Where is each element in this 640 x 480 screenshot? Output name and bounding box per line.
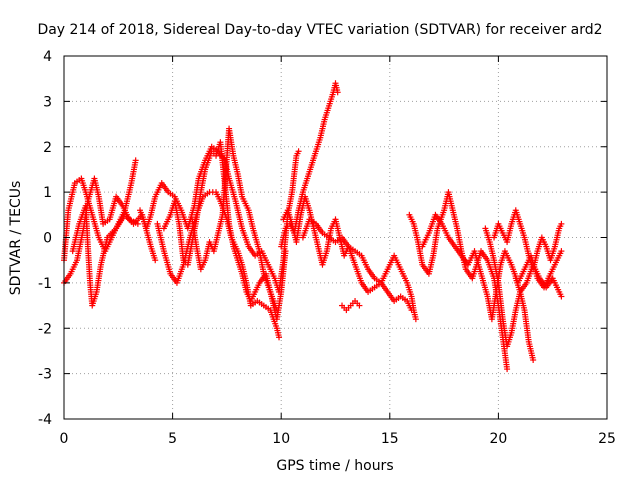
x-axis-label: GPS time / hours xyxy=(276,458,393,474)
y-axis-label: SDTVAR / TECUs xyxy=(8,181,24,296)
y-tick-label: -4 xyxy=(38,412,52,428)
data-point xyxy=(412,316,419,323)
x-tick-label: 20 xyxy=(489,431,507,447)
x-tick-label: 5 xyxy=(168,431,177,447)
y-tick-label: 0 xyxy=(43,231,52,247)
x-tick-label: 0 xyxy=(60,431,69,447)
y-tick-label: 4 xyxy=(43,49,52,65)
x-tick-label: 10 xyxy=(272,431,290,447)
data-point xyxy=(152,257,159,264)
data-point xyxy=(295,148,302,155)
y-tick-label: 1 xyxy=(43,185,52,201)
data-point xyxy=(530,357,537,364)
data-point xyxy=(558,220,565,227)
x-tick-label: 15 xyxy=(381,431,399,447)
data-point xyxy=(558,248,565,255)
data-point xyxy=(334,89,341,96)
data-point xyxy=(558,293,565,300)
y-tick-label: 2 xyxy=(43,140,52,156)
data-point xyxy=(408,307,415,314)
data-point xyxy=(356,302,363,309)
y-tick-label: -2 xyxy=(38,321,52,337)
y-tick-label: -1 xyxy=(38,276,52,292)
data-points-layer xyxy=(61,80,565,373)
data-point xyxy=(282,248,289,255)
y-tick-label: -3 xyxy=(38,367,52,383)
ticks-layer: 0 5 10 15 20 25 -4 -3 -2 -1 0 1 2 3 4 xyxy=(38,49,616,447)
chart-title: Day 214 of 2018, Sidereal Day-to-day VTE… xyxy=(37,22,602,38)
y-tick-label: 3 xyxy=(43,94,52,110)
data-point xyxy=(504,366,511,373)
data-point xyxy=(132,157,139,164)
x-tick-label: 25 xyxy=(598,431,616,447)
data-point xyxy=(276,334,283,341)
